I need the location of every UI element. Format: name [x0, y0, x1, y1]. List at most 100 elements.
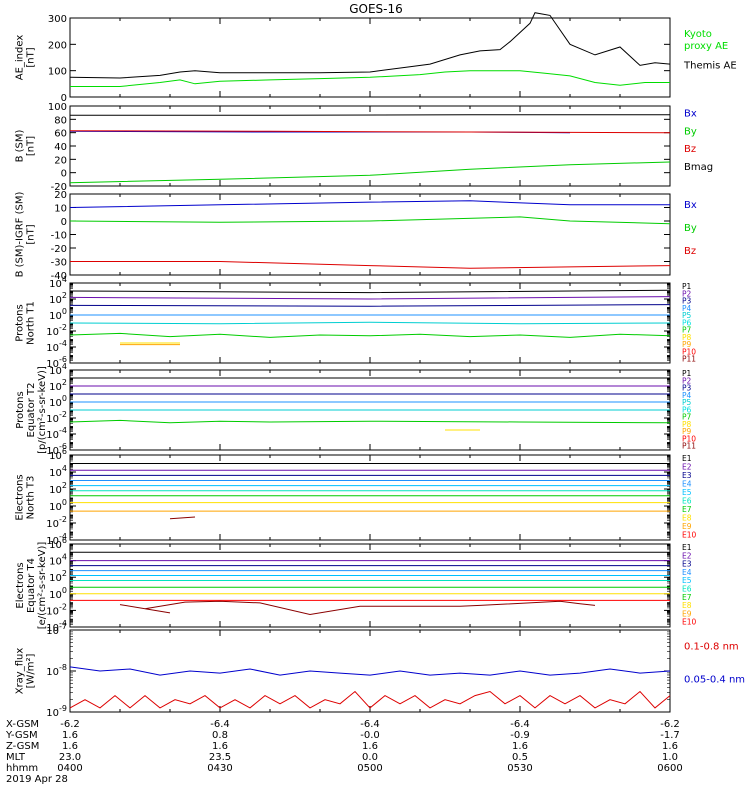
- y-tick-label: 100: [48, 67, 67, 78]
- y-tick-label: 102: [49, 291, 67, 306]
- channel-label: E9: [682, 609, 692, 618]
- x-axis-tick-value: -6.4: [360, 719, 380, 730]
- panel-frame: [69, 629, 671, 713]
- series-legend-label: Bx: [684, 109, 697, 120]
- x-axis-row-label: Z-GSM: [6, 741, 39, 752]
- series-line-bz: [69, 130, 671, 134]
- y-axis-label: [W/m²]: [26, 653, 37, 688]
- channel-label: P6: [682, 405, 692, 414]
- channel-label: E8: [682, 601, 692, 610]
- series-legend-label: Bz: [684, 246, 696, 257]
- channel-label: P1: [682, 369, 692, 378]
- x-axis-tick-value: 1.6: [212, 741, 228, 752]
- series-line-e10: [119, 600, 596, 616]
- y-tick-label: 100: [49, 394, 67, 409]
- channel-label: P4: [682, 304, 692, 313]
- y-axis-label: Electrons: [15, 562, 26, 608]
- y-tick-label: 10-9: [46, 704, 67, 719]
- series-line-0-05-0-4-nm: [69, 666, 671, 676]
- channel-label: E1: [682, 454, 692, 463]
- series-line-p2: [69, 296, 671, 300]
- x-axis-row-label: 2019 Apr 28: [6, 774, 68, 785]
- y-tick-label: 102: [49, 569, 67, 584]
- series-line-bz: [70, 261, 671, 269]
- y-tick-label: 104: [49, 553, 67, 568]
- y-axis-label: North T1: [26, 301, 37, 345]
- x-axis-row-label: X-GSM: [6, 719, 39, 730]
- series-line-p6: [69, 332, 671, 338]
- channel-label: P10: [682, 347, 696, 356]
- y-axis-label: Protons: [15, 391, 26, 428]
- panel-b_sm: -20 0 20 40 60 80 100 B (SM) [nT] Bx By Bz Bmag: [15, 102, 714, 193]
- channel-label: E10: [682, 531, 697, 540]
- panel-b_igrf: -40 -30 -20 -10 0 10 20 B (SM)-IGRF (SM) [nT] Bx B…: [15, 190, 697, 282]
- channel-label: E2: [682, 463, 692, 472]
- y-axis-label: Equator T4: [26, 558, 37, 613]
- series-legend-label: By: [684, 223, 697, 234]
- y-tick-label: 0: [61, 217, 67, 228]
- x-axis-tick-value: -1.7: [660, 730, 680, 741]
- x-axis-tick-value: 0400: [57, 763, 82, 774]
- x-axis-tick-value: -0.9: [510, 730, 530, 741]
- series-legend-label: Themis AE: [683, 61, 737, 72]
- y-tick-label: 100: [49, 307, 67, 322]
- channel-label: E6: [682, 585, 692, 594]
- channel-label: E8: [682, 514, 692, 523]
- y-tick-label: 10-8: [46, 663, 67, 678]
- series-legend-label: Kyoto: [684, 29, 712, 40]
- y-axis-label: B (SM): [15, 129, 26, 162]
- x-axis-tick-value: -6.4: [510, 719, 530, 730]
- channel-label: P3: [682, 297, 692, 306]
- channel-label: E7: [682, 505, 692, 514]
- channel-label: E5: [682, 488, 692, 497]
- series-line-p5: [69, 321, 671, 325]
- channel-label: P11: [682, 355, 696, 364]
- channel-label: P5: [682, 398, 692, 407]
- series-line-by: [69, 161, 671, 184]
- x-axis-tick-value: 23.5: [209, 752, 231, 763]
- series-line-kyoto-proxy-ae: [70, 70, 670, 87]
- y-tick-label: 10-2: [46, 323, 67, 338]
- y-tick-label: 80: [54, 115, 67, 126]
- y-tick-label: 104: [49, 464, 67, 479]
- y-axis-label: [e/(cm²-s-sr-keV)]: [37, 542, 48, 630]
- channel-label: E10: [682, 618, 697, 627]
- series-legend-label: Bz: [684, 144, 696, 155]
- channel-label: P11: [682, 442, 696, 451]
- series-legend-label: proxy AE: [684, 41, 728, 52]
- series-line-bx: [69, 200, 670, 208]
- panel-frame: [69, 105, 671, 187]
- x-axis-tick-value: -0.0: [360, 730, 380, 741]
- series-line-bmag: [70, 114, 670, 116]
- y-tick-label: -10: [51, 231, 67, 242]
- series-legend-label: 0.05-0.4 nm: [684, 674, 745, 685]
- y-axis-label: [nT]: [26, 224, 37, 244]
- x-axis-tick-value: 1.0: [662, 752, 678, 763]
- channel-label: P4: [682, 391, 692, 400]
- y-tick-label: 100: [48, 102, 67, 113]
- channel-label: P7: [682, 413, 692, 422]
- y-tick-label: 200: [48, 40, 67, 51]
- series-line-p3: [69, 304, 671, 307]
- x-axis-tick-value: 0.8: [212, 730, 228, 741]
- chart-title: GOES-16: [349, 2, 403, 16]
- channel-label: P6: [682, 318, 692, 327]
- channel-label: P5: [682, 311, 692, 320]
- panel-frame: [69, 543, 671, 628]
- y-axis-label: [p/(cm²-s-sr-keV)]: [37, 366, 48, 454]
- y-tick-label: -20: [51, 244, 67, 255]
- channel-label: P10: [682, 434, 696, 443]
- y-tick-label: 10-2: [46, 602, 67, 617]
- channel-label: P8: [682, 420, 692, 429]
- channel-label: E5: [682, 576, 692, 585]
- x-axis-tick-value: 0430: [207, 763, 232, 774]
- series-line-e10: [169, 516, 196, 520]
- channel-label: P7: [682, 326, 692, 335]
- panel-frame: [69, 454, 671, 541]
- y-tick-label: 100: [49, 586, 67, 601]
- channel-label: E9: [682, 522, 692, 531]
